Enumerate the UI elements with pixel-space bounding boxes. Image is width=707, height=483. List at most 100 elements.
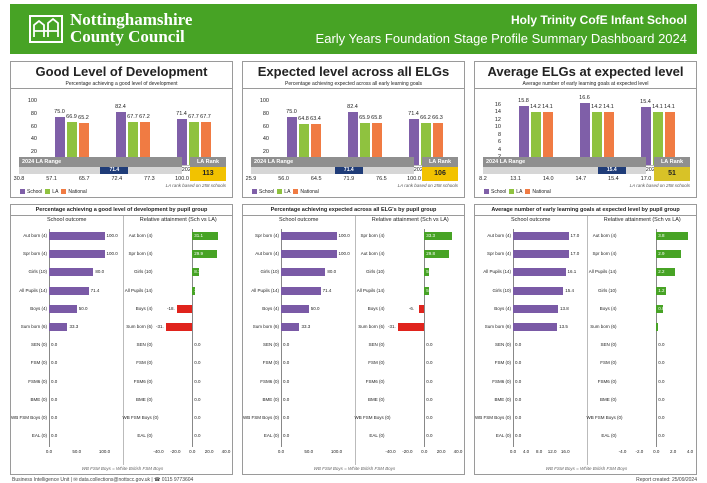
school-bar [281, 232, 337, 240]
group-label: FSM6 (0) [28, 378, 47, 384]
bar-value-label: 14.2 [530, 103, 541, 110]
school-bar [281, 304, 309, 313]
school-value-label: 0.0 [283, 433, 290, 439]
school-value-label: 15.4 [565, 287, 575, 293]
school-value-label: 0.0 [283, 378, 290, 384]
chart-legend: School LA National [481, 189, 551, 195]
chart-bar [127, 121, 138, 165]
group-panel-title: Percentage achieving expected across all… [243, 207, 464, 216]
school-axis-tick: 50.0 [72, 449, 82, 455]
legend-label: LA [284, 189, 291, 195]
legend-swatch [525, 189, 531, 195]
chart-bar [298, 123, 309, 165]
group-label: Girls (10) [260, 269, 279, 275]
chart-bar [310, 124, 321, 165]
la-rank-header: LA Rank [190, 157, 226, 167]
positive-bar [192, 268, 200, 277]
bar-value-label: 65.8 [371, 114, 382, 121]
bar-value-label: 67.7 [200, 113, 211, 120]
group-label: Boys (4) [494, 305, 511, 311]
bar-value-label: 65.9 [359, 114, 370, 121]
school-value-label: 0.0 [515, 415, 522, 420]
bar-value-label: 14.1 [652, 103, 663, 110]
council-line-1: Nottinghamshire [70, 10, 193, 29]
bar-value-label: 14.1 [603, 103, 614, 110]
relative-value-label: 0.2 [658, 324, 665, 329]
group-label: FSM (0) [494, 360, 511, 366]
y-tick-label: 80 [262, 110, 269, 117]
positive-bar [424, 250, 450, 259]
group-label: Spr born (4) [592, 251, 617, 257]
positive-bar [656, 286, 667, 295]
la-rank-header: LA Rank [422, 157, 458, 167]
bar-value-label: 82.4 [115, 104, 126, 111]
range-tick-label: 13.1 [510, 176, 521, 182]
positive-bar [656, 323, 658, 331]
relative-axis-tick: 2.0 [669, 449, 677, 455]
relative-value-label: 0.0 [426, 378, 433, 384]
group-label: Sum born (6) [484, 324, 511, 329]
chart-legend: School LA National [17, 189, 87, 195]
group-label: Sum born (6) [358, 324, 385, 329]
kpi-subtitle: Percentage achieving expected across all… [243, 81, 464, 89]
relative-value-label: 29.8 [426, 251, 436, 257]
range-tick-label: 64.5 [310, 176, 322, 182]
group-label: Boys (4) [599, 305, 617, 311]
school-value-label: 0.0 [51, 360, 58, 366]
y-tick-label: 60 [30, 123, 37, 130]
positive-bar [424, 232, 453, 240]
relative-value-label: 31.1 [194, 233, 204, 238]
school-value-label: 13.5 [559, 324, 568, 329]
school-value-label: 16.1 [567, 269, 577, 275]
chart-bar [139, 121, 150, 165]
school-value-label: 100.0 [106, 251, 118, 257]
relative-value-label: 0.0 [426, 415, 433, 420]
relative-axis-tick: 20.0 [436, 449, 446, 455]
bar-value-label: 71.4 [408, 111, 419, 118]
school-bar [281, 286, 321, 295]
footer-contact: Business Intelligence Unit | ✉ data.coll… [12, 477, 194, 483]
group-label: Aut born (4) [23, 233, 47, 238]
group-label: Aut born (4) [255, 251, 279, 257]
y-tick-label: 40 [30, 136, 37, 143]
group-label: FSM6 (0) [260, 378, 279, 384]
school-outcome-head: School outcome [279, 217, 319, 223]
legend-label: School [259, 189, 275, 195]
group-label: Spr born (4) [22, 251, 47, 257]
school-value-label: 0.0 [283, 360, 290, 366]
school-axis-tick: 100.0 [98, 449, 111, 455]
kpi-title: Average ELGs at expected level [487, 64, 684, 79]
group-label: All Pupils (14) [124, 287, 153, 293]
group-label: FSM6 (0) [597, 378, 617, 384]
relative-value-label: 0.8 [658, 305, 665, 311]
group-label: SEN (0) [262, 342, 279, 348]
group-label: WB FSM Boys (0) [475, 415, 512, 420]
group-label: Aut born (4) [592, 233, 617, 238]
bar-value-label: 75.0 [286, 109, 297, 115]
group-label: SEN (0) [136, 342, 153, 348]
group-label: Spr born (4) [360, 233, 385, 238]
positive-bar [656, 268, 675, 277]
range-tick-label: 25.9 [245, 176, 257, 182]
bar-value-label: 71.4 [176, 111, 187, 118]
la-rank-value: 113 [190, 167, 226, 181]
positive-bar [656, 304, 663, 313]
group-label: WB FSM Boys (0) [11, 415, 48, 420]
range-tick-label: 77.3 [144, 176, 155, 182]
relative-axis-tick: -2.0 [635, 449, 644, 455]
school-value-label: 17.0 [570, 233, 580, 238]
range-tick-label: 17.0 [640, 176, 652, 182]
group-label: Sum born (6) [590, 324, 617, 329]
school-value-label: 0.0 [283, 415, 290, 420]
positive-bar [192, 286, 196, 295]
relative-value-label: 1.2 [658, 287, 665, 293]
negative-bar [166, 323, 193, 331]
panel-divider [122, 216, 124, 465]
relative-value-label: 2.2 [658, 269, 665, 275]
la-rank-header: LA Rank [654, 157, 690, 167]
bar-value-label: 67.7 [188, 113, 199, 120]
y-tick-label: 80 [30, 110, 37, 117]
school-value-label: 80.0 [95, 269, 105, 275]
range-tick-label: 14.0 [542, 176, 554, 182]
bar-value-label: 66.2 [420, 114, 431, 121]
